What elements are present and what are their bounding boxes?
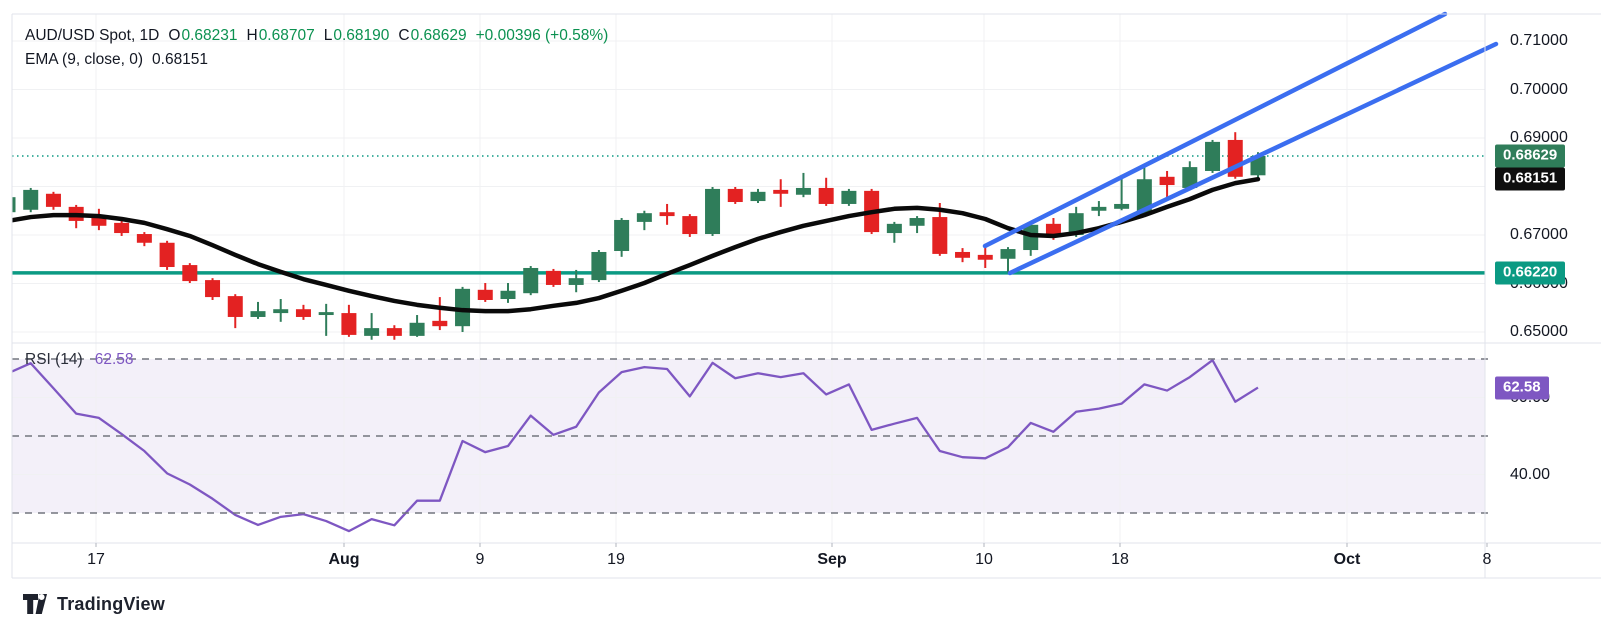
- candle-body: [818, 187, 834, 204]
- candle-body: [614, 219, 630, 252]
- candle-body: [1000, 249, 1016, 259]
- candle-body: [773, 189, 789, 194]
- candle-body: [364, 328, 380, 336]
- time-label-17: 17: [87, 551, 105, 568]
- candle-body: [841, 190, 857, 204]
- candle-body: [1159, 176, 1175, 186]
- ema-line[interactable]: [8, 176, 1261, 314]
- level-price-badge: 0.66220: [1495, 261, 1566, 285]
- candle-body: [1023, 224, 1039, 251]
- candle-body: [318, 312, 334, 316]
- candle-body: [477, 289, 493, 300]
- rsi-legend[interactable]: RSI (14) 62.58: [25, 351, 134, 369]
- ema-label: EMA (9, close, 0): [25, 51, 144, 68]
- price-axis-label: 0.65000: [1510, 323, 1568, 340]
- candle-body: [23, 189, 39, 210]
- candle-body: [1136, 179, 1152, 215]
- candle-body: [795, 187, 811, 195]
- candle-body: [1182, 167, 1198, 188]
- candle-body: [909, 218, 925, 226]
- tradingview-text: TradingView: [57, 593, 165, 614]
- price-axis-label: 0.67000: [1510, 226, 1568, 243]
- symbol-title: AUD/USD Spot, 1D: [25, 27, 160, 44]
- candle-body: [341, 313, 357, 335]
- price-axis[interactable]: [1485, 14, 1601, 578]
- change-value: +0.00396 (+0.58%): [475, 27, 609, 44]
- trendline[interactable]: [982, 11, 1448, 249]
- candle-body: [455, 288, 471, 327]
- candle-body: [91, 217, 107, 226]
- candles: [12, 132, 1266, 340]
- ohlc-open: O 0.68231: [168, 27, 238, 44]
- candle-body: [159, 242, 175, 268]
- time-label-8: 8: [1482, 551, 1492, 568]
- candle-body: [682, 216, 698, 235]
- candle-body: [727, 188, 743, 203]
- ema-value-badge: 0.68151: [1495, 167, 1566, 191]
- symbol-legend[interactable]: AUD/USD Spot, 1D O 0.68231 H 0.68707 L 0…: [25, 27, 608, 45]
- time-label-aug: Aug: [328, 551, 360, 568]
- rsi-axis-label: 40.00: [1510, 465, 1551, 483]
- candle-body: [295, 309, 311, 317]
- candle-body: [705, 188, 721, 235]
- candle-body: [250, 311, 266, 317]
- candle-body: [500, 290, 516, 300]
- rsi-line[interactable]: [8, 359, 1259, 533]
- rsi-label: RSI (14): [25, 351, 83, 368]
- plot-area: [8, 14, 1485, 543]
- candle-body: [136, 234, 152, 243]
- time-label-10: 10: [975, 551, 993, 568]
- candle-body: [545, 270, 561, 285]
- candle-body: [12, 197, 16, 213]
- rsi-value-badge: 62.58: [1495, 376, 1549, 400]
- candle-body: [182, 265, 198, 282]
- candle-body: [1045, 223, 1061, 235]
- candle-body: [1091, 206, 1107, 211]
- time-axis[interactable]: [12, 543, 1485, 578]
- price-axis-label: 0.71000: [1510, 32, 1568, 49]
- candle-body: [1205, 141, 1221, 171]
- candle-body: [205, 280, 221, 298]
- candle-body: [1068, 213, 1084, 235]
- candle-body: [977, 254, 993, 260]
- candle-body: [591, 251, 607, 281]
- rsi-value: 62.58: [94, 351, 134, 368]
- tradingview-logo-link[interactable]: TradingView: [22, 592, 165, 616]
- time-label-9: 9: [475, 551, 485, 568]
- ohlc-low: L 0.68190: [323, 27, 390, 44]
- candle-body: [636, 213, 652, 222]
- candle-body: [432, 320, 448, 327]
- ohlc-high: H 0.68707: [246, 27, 315, 44]
- ema-value: 0.68151: [152, 51, 209, 68]
- candle-body: [1250, 155, 1266, 176]
- time-label-sep: Sep: [817, 551, 847, 568]
- candle-body: [523, 267, 539, 294]
- candle-body: [227, 296, 243, 317]
- price-axis-label: 0.69000: [1510, 129, 1568, 146]
- ema-legend[interactable]: EMA (9, close, 0) 0.68151: [25, 51, 208, 69]
- trendline[interactable]: [1007, 41, 1499, 276]
- candle-body: [932, 217, 948, 254]
- candle-body: [568, 278, 584, 285]
- time-label-18: 18: [1111, 551, 1129, 568]
- candle-body: [750, 191, 766, 202]
- candle-body: [273, 309, 289, 314]
- time-label-19: 19: [607, 551, 625, 568]
- time-label-oct: Oct: [1333, 551, 1361, 568]
- candle-body: [409, 322, 425, 336]
- candle-body: [955, 251, 971, 258]
- price-axis-label: 0.70000: [1510, 80, 1568, 98]
- last-price-badge: 0.68629: [1495, 144, 1566, 168]
- candle-body: [1114, 203, 1130, 209]
- candle-body: [659, 212, 675, 217]
- tradingview-icon: [23, 594, 47, 614]
- candle-body: [386, 328, 402, 336]
- ohlc-close: C 0.68629: [398, 27, 467, 44]
- candle-body: [886, 223, 902, 234]
- candle-body: [114, 222, 130, 234]
- candle-body: [45, 193, 61, 207]
